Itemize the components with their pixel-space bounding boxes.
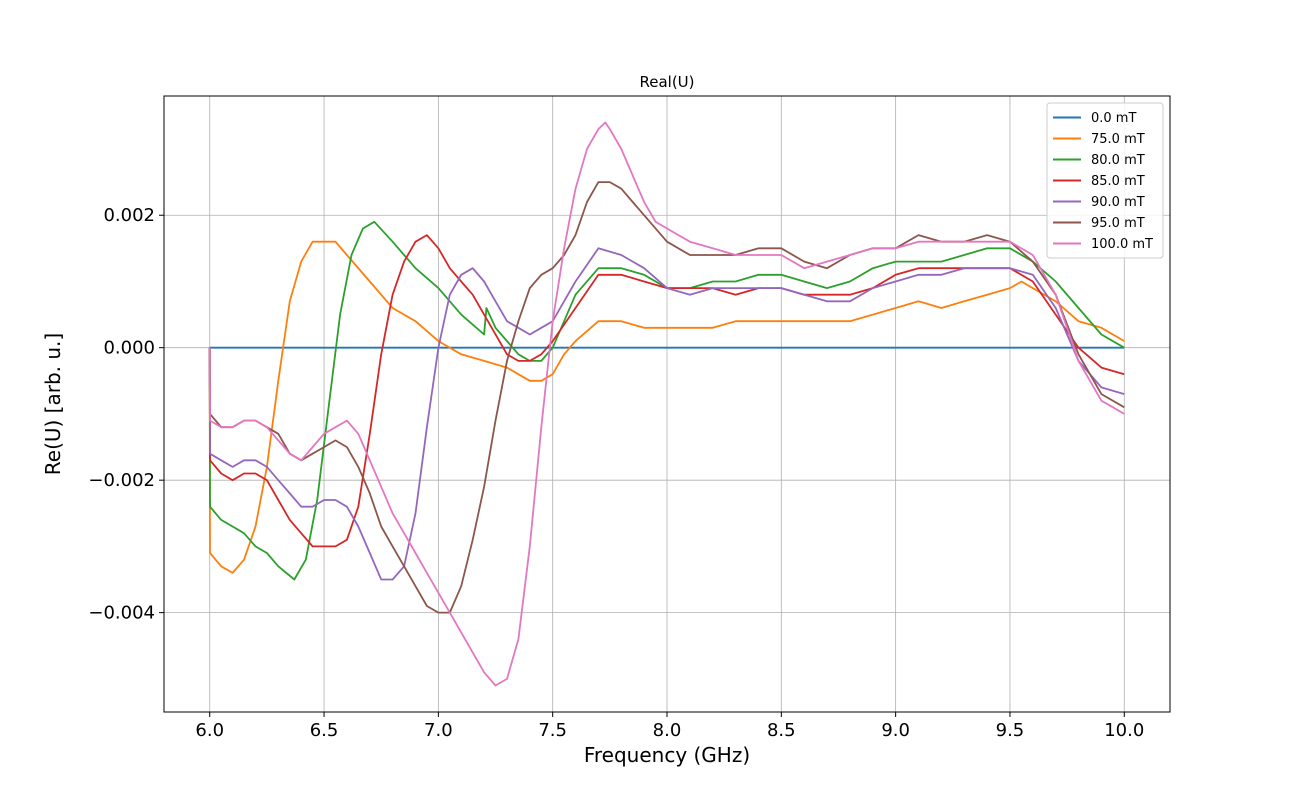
x-tick-label: 10.0 [1104,720,1144,741]
x-tick-label: 9.5 [996,720,1025,741]
x-tick-label: 6.5 [310,720,339,741]
legend-entry: 80.0 mT [1091,153,1145,168]
x-tick-label: 6.0 [195,720,224,741]
legend-entry: 95.0 mT [1091,216,1145,231]
x-axis-label: Frequency (GHz) [584,743,750,767]
y-tick-label: 0.000 [103,338,155,359]
x-tick-label: 8.0 [653,720,682,741]
x-tick-label: 8.5 [767,720,796,741]
series-line [208,234,1125,548]
legend-box [1046,102,1164,259]
y-axis-ticks: −0.004 −0.002 0.000 0.002 [88,205,164,624]
x-tick-label: 7.5 [538,720,567,741]
y-tick-label: 0.002 [103,205,155,226]
series-line [208,121,1125,687]
x-tick-label: 9.0 [881,720,910,741]
legend: 0.0 mT 75.0 mT 80.0 mT 85.0 mT 90.0 mT 95.0 m… [1046,102,1164,259]
grid [164,96,1170,712]
x-tick-label: 7.0 [424,720,453,741]
series-line [208,220,1125,581]
legend-entry: 75.0 mT [1091,132,1145,147]
series-lines [208,121,1125,687]
y-axis-label: Re(U) [arb. u.] [41,333,65,475]
series-line [208,247,1125,581]
legend-entry: 90.0 mT [1091,195,1145,210]
legend-entry: 0.0 mT [1091,111,1136,126]
y-tick-label: −0.004 [88,603,155,624]
series-line [208,240,1125,574]
legend-entry: 100.0 mT [1091,237,1153,252]
x-axis-ticks: 6.0 6.5 7.0 7.5 8.0 8.5 9.0 9.5 10.0 [195,712,1144,741]
legend-entry: 85.0 mT [1091,174,1145,189]
y-tick-label: −0.002 [88,470,155,491]
chart-title: Real(U) [639,73,694,91]
